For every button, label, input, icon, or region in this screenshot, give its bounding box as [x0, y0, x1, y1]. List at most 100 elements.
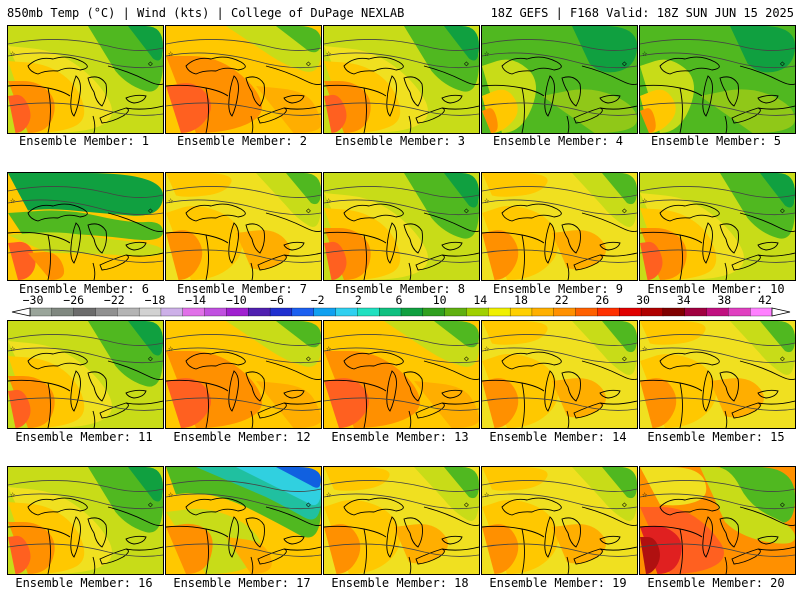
ensemble-member-map: ☆ ◇ — [7, 466, 164, 575]
temperature-field: ☆◇ — [166, 26, 321, 133]
temperature-field: ☆◇ — [8, 26, 163, 133]
colorbar-tick-label: −14 — [185, 293, 207, 307]
model-valid-time: 18Z GEFS | F168 Valid: 18Z SUN JUN 15 20… — [490, 6, 794, 20]
colorbar-swatch — [466, 307, 489, 317]
ensemble-member-map: ☆ ◇ — [165, 172, 322, 281]
station-marker-icon: ◇ — [306, 59, 311, 68]
ensemble-member-map: ☆ ◇ — [481, 25, 638, 134]
ensemble-member-label: Ensemble Member: 5 — [650, 134, 782, 148]
station-marker-icon: ◇ — [306, 500, 311, 509]
height-contours — [324, 186, 479, 263]
station-marker-icon: ◇ — [148, 59, 153, 68]
ensemble-member-label: Ensemble Member: 16 — [15, 576, 153, 590]
height-contours — [8, 480, 163, 557]
station-marker-icon: ◇ — [148, 206, 153, 215]
ensemble-member-label: Ensemble Member: 10 — [647, 282, 785, 296]
pressure-marker-icon: ☆ — [168, 344, 174, 354]
colorbar-tick-label: −26 — [63, 293, 85, 307]
colorbar-tick-label: 38 — [717, 293, 732, 307]
colorbar-swatch — [117, 307, 140, 317]
pressure-marker-icon: ☆ — [10, 196, 16, 206]
great-lakes-outline — [640, 351, 795, 428]
ensemble-member-map: ☆ ◇ — [165, 320, 322, 429]
ensemble-member-map: ☆ ◇ — [7, 320, 164, 429]
colorbar-swatch — [204, 307, 227, 317]
colorbar-swatch — [684, 307, 707, 317]
colorbar-swatch — [553, 307, 577, 317]
ensemble-member-map: ☆ ◇ — [639, 466, 796, 575]
ensemble-member-label: Ensemble Member: 19 — [489, 576, 627, 590]
station-marker-icon: ◇ — [780, 354, 785, 363]
temperature-field: ☆◇ — [166, 467, 321, 574]
colorbar-tick-label: 6 — [395, 293, 403, 307]
ensemble-member-map: ☆ ◇ — [7, 172, 164, 281]
station-marker-icon: ◇ — [148, 500, 153, 509]
great-lakes-outline — [166, 203, 321, 280]
height-contours — [640, 334, 795, 411]
ensemble-member-label: Ensemble Member: 15 — [647, 430, 785, 444]
colorbar-swatch — [291, 307, 315, 317]
colorbar-swatch — [444, 307, 467, 317]
station-marker-icon: ◇ — [464, 59, 469, 68]
pressure-marker-icon: ☆ — [642, 49, 648, 59]
colorbar-swatches — [11, 307, 791, 317]
pressure-marker-icon: ☆ — [326, 196, 332, 206]
temperature-field: ☆◇ — [324, 26, 479, 133]
ensemble-member-label: Ensemble Member: 1 — [18, 134, 150, 148]
temperature-field: ☆◇ — [482, 26, 637, 133]
colorbar-arrow-icon — [11, 307, 31, 317]
colorbar-swatch — [422, 307, 446, 317]
colorbar-swatch — [226, 307, 249, 317]
great-lakes-outline — [640, 203, 795, 280]
pressure-marker-icon: ☆ — [484, 344, 490, 354]
ensemble-member-label: Ensemble Member: 6 — [18, 282, 150, 296]
ensemble-member-map: ☆ ◇ — [481, 172, 638, 281]
height-contours — [640, 186, 795, 263]
colorbar-swatch — [313, 307, 336, 317]
ensemble-member-label: Ensemble Member: 4 — [492, 134, 624, 148]
ensemble-member-label: Ensemble Member: 20 — [647, 576, 785, 590]
ensemble-member-label: Ensemble Member: 12 — [173, 430, 311, 444]
ensemble-member-label: Ensemble Member: 14 — [489, 430, 627, 444]
colorbar-swatch — [400, 307, 424, 317]
pressure-marker-icon: ☆ — [168, 196, 174, 206]
ensemble-member-map: ☆ ◇ — [639, 25, 796, 134]
great-lakes-outline — [8, 56, 163, 133]
pressure-marker-icon: ☆ — [484, 49, 490, 59]
great-lakes-outline — [8, 497, 163, 574]
temperature-field: ☆◇ — [8, 321, 163, 428]
colorbar-swatch — [357, 307, 380, 317]
height-contours — [8, 39, 163, 116]
colorbar-arrow-icon — [771, 307, 791, 317]
pressure-marker-icon: ☆ — [326, 344, 332, 354]
ensemble-member-map: ☆ ◇ — [165, 466, 322, 575]
ensemble-member-map: ☆ ◇ — [481, 466, 638, 575]
colorbar-swatch — [531, 307, 555, 317]
colorbar-swatch — [138, 307, 162, 317]
temperature-field: ☆◇ — [640, 26, 795, 133]
pressure-marker-icon: ☆ — [326, 49, 332, 59]
ensemble-member-label: Ensemble Member: 7 — [176, 282, 308, 296]
station-marker-icon: ◇ — [780, 500, 785, 509]
colorbar-tick-label: 26 — [595, 293, 610, 307]
colorbar-tick-label: 34 — [676, 293, 691, 307]
ensemble-member-label: Ensemble Member: 18 — [331, 576, 469, 590]
height-contours — [166, 39, 321, 116]
ensemble-member-map: ☆ ◇ — [481, 320, 638, 429]
ensemble-member-map: ☆ ◇ — [7, 25, 164, 134]
colorbar-tick-label: 10 — [432, 293, 447, 307]
temperature-field: ☆◇ — [8, 173, 163, 280]
pressure-marker-icon: ☆ — [484, 196, 490, 206]
height-contours — [482, 480, 637, 557]
station-marker-icon: ◇ — [622, 500, 627, 509]
map-title: 850mb Temp (°C) | Wind (kts) | College o… — [7, 6, 405, 20]
ensemble-member-label: Ensemble Member: 11 — [15, 430, 153, 444]
colorbar-swatch — [488, 307, 511, 317]
ensemble-member-label: Ensemble Member: 17 — [173, 576, 311, 590]
height-contours — [640, 39, 795, 116]
colorbar-swatch — [728, 307, 751, 317]
station-marker-icon: ◇ — [464, 500, 469, 509]
colorbar-tick-label: −10 — [225, 293, 247, 307]
great-lakes-outline — [482, 497, 637, 574]
temperature-field: ☆◇ — [324, 321, 479, 428]
